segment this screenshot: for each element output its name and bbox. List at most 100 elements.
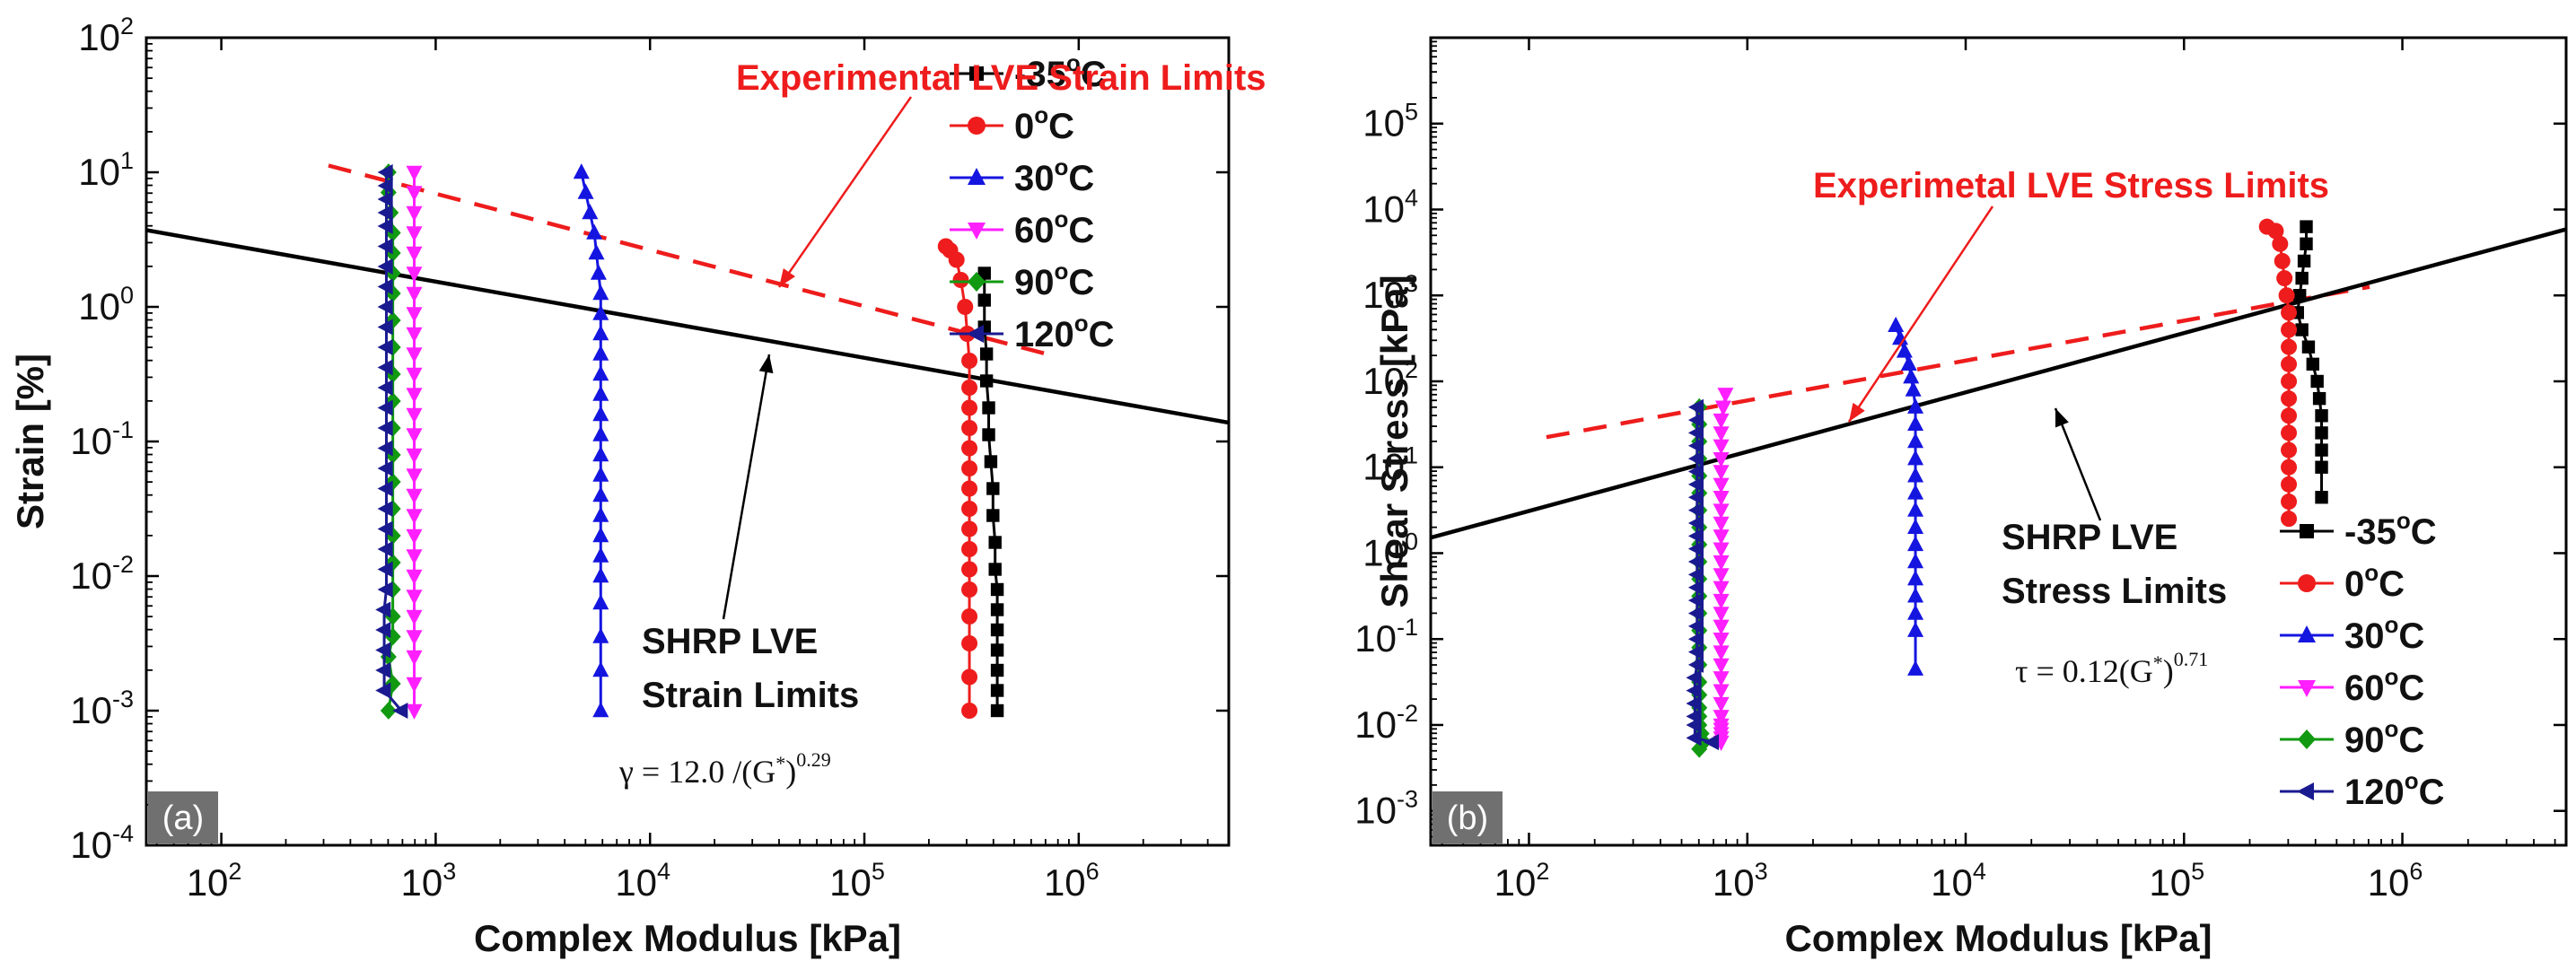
data-layer (146, 163, 1229, 720)
data-point (377, 541, 393, 557)
data-point (406, 590, 423, 606)
legend-value: 90 (2344, 721, 2385, 760)
data-point (2281, 372, 2298, 389)
data-point (986, 509, 1000, 522)
legend-unit: C (2419, 773, 2445, 812)
data-point (592, 506, 609, 522)
legend-entry: 30oC (2344, 611, 2424, 656)
data-point (1713, 607, 1730, 623)
data-point (1703, 734, 1720, 751)
data-point (377, 191, 393, 207)
data-point (406, 703, 423, 720)
data-layer (1431, 218, 2566, 758)
data-point (990, 623, 1004, 637)
data-point (377, 218, 393, 234)
data-point (1713, 619, 1730, 635)
y-tick-label: 104 (1362, 184, 1418, 230)
data-point (990, 663, 1004, 677)
y-axis-title: Shear Stress [kPa] (1373, 275, 1415, 607)
panel-label-box: (a) (148, 791, 218, 843)
data-point (2310, 374, 2324, 389)
data-point (1687, 656, 1704, 673)
x-axis-title: Complex Modulus [kPa] (1784, 917, 2212, 959)
data-point (1713, 684, 1730, 700)
data-point (406, 569, 423, 585)
tick-base: 10 (1494, 861, 1537, 904)
tick-exponent: 5 (2191, 858, 2204, 885)
data-point (1687, 424, 1704, 441)
tick-base: 10 (1362, 102, 1405, 144)
tick-base: 10 (70, 420, 112, 462)
shrp-equation: τ = 0.12(G*)0.71 (2015, 648, 2208, 689)
data-point (961, 460, 978, 476)
y-tick-label: 10-1 (70, 416, 134, 462)
data-point (2274, 252, 2291, 269)
data-point (957, 299, 974, 315)
tick-base: 10 (1931, 861, 1973, 904)
data-point (1888, 316, 1905, 332)
y-tick-label: 10-3 (1354, 786, 1418, 832)
data-point (1907, 501, 1924, 517)
data-point (406, 307, 423, 323)
data-point (406, 388, 423, 404)
data-point (990, 703, 1004, 718)
legend-entry: 90oC (1014, 258, 1094, 302)
legend-unit: C (2398, 616, 2424, 656)
tick-exponent: 4 (1973, 858, 1986, 885)
data-point (1687, 643, 1704, 660)
data-point (2281, 338, 2298, 355)
data-point (1686, 729, 1702, 747)
series-0 (937, 238, 978, 719)
data-point (2312, 391, 2326, 406)
data-point (377, 440, 393, 457)
legend-unit: C (1068, 159, 1094, 198)
data-point (2272, 235, 2289, 252)
data-point (406, 549, 423, 565)
data-point (1713, 658, 1730, 674)
tick-base: 10 (401, 861, 443, 904)
data-point (1713, 503, 1730, 520)
data-point (1713, 413, 1730, 429)
data-point (990, 582, 1004, 597)
legend-marker (2298, 574, 2316, 592)
data-point (1907, 415, 1924, 432)
equation-exponent: 0.29 (796, 748, 831, 771)
data-point (961, 668, 978, 686)
data-point (1687, 540, 1704, 557)
data-point (406, 448, 423, 464)
tick-base: 10 (1713, 861, 1755, 904)
data-point (377, 520, 393, 537)
legend-entry: 90oC (2344, 715, 2424, 760)
legend-unit: C (2398, 721, 2424, 760)
y-tick-label: 10-2 (1354, 700, 1418, 746)
data-point (592, 594, 609, 610)
data-point (406, 428, 423, 444)
data-point (592, 425, 609, 441)
data-point (2281, 476, 2298, 493)
tick-exponent: 2 (1405, 356, 1418, 383)
legend-degree: o (2364, 559, 2379, 586)
x-tick-label: 106 (2368, 858, 2423, 904)
tick-exponent: -1 (112, 416, 134, 443)
legend-marker (2298, 729, 2316, 749)
data-point (1907, 450, 1924, 466)
tick-base: 10 (187, 861, 229, 904)
legend-degree: o (2396, 507, 2411, 534)
data-point (377, 581, 393, 598)
data-point (1907, 432, 1924, 449)
panel-label-text: (a) (162, 799, 204, 837)
x-tick-label: 103 (401, 858, 457, 904)
legend-entry: 0oC (1014, 101, 1074, 146)
shrp-arrow-head (2055, 408, 2069, 428)
legend-value: 0 (1014, 107, 1034, 146)
legend-degree: o (1066, 49, 1081, 76)
data-point (377, 420, 393, 436)
legend-unit: C (1068, 263, 1094, 302)
legend-degree: o (1074, 310, 1089, 336)
data-point (1687, 617, 1704, 634)
data-point (1907, 553, 1924, 569)
legend-entry: 0oC (2344, 559, 2405, 604)
legend-degree: o (2405, 767, 2419, 794)
legend-entry: -35oC (2344, 507, 2437, 552)
data-point (1713, 426, 1730, 442)
